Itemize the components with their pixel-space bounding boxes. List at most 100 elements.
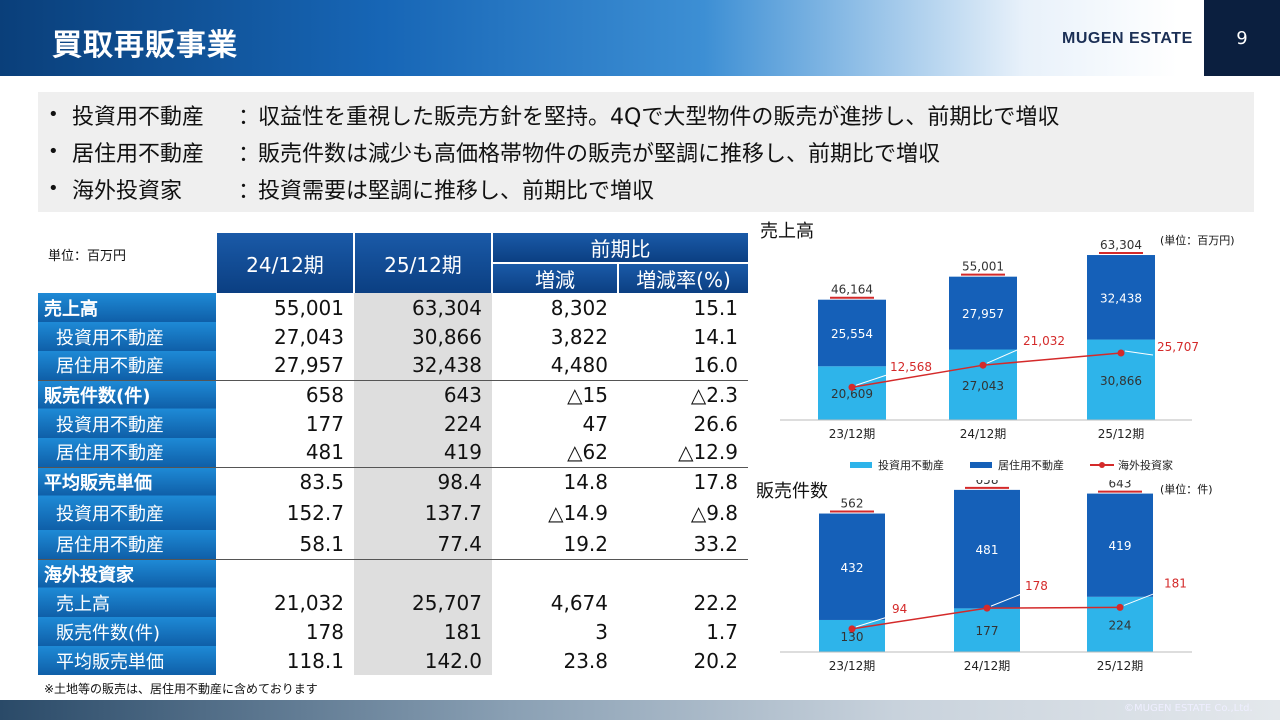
row-label: 居住用不動産: [38, 351, 216, 380]
table-row: 投資用不動産 152.7 137.7 △14.9 △9.8: [38, 496, 748, 530]
header-rate: 増減率(%): [617, 262, 748, 293]
header-yoy: 前期比: [491, 233, 748, 263]
cell-diff: 3: [595, 619, 608, 644]
bullet-dot-icon: •: [48, 178, 59, 199]
bullet-item: • 海外投資家 ： 投資需要は堅調に推移し、前期比で増収: [48, 170, 1254, 207]
cell-rate: △9.8: [690, 501, 738, 525]
bar-residential: [1087, 255, 1155, 340]
cell-25: 32,438: [354, 351, 492, 380]
count-chart: 130 432 562 23/12期 177 481 658 24/12期 224 419 643 2…: [780, 480, 1192, 673]
label-investment: 177: [976, 624, 999, 638]
table-row: 販売件数(件) 658 643 △15 △2.3: [38, 379, 748, 409]
table-row: 海外投資家: [38, 558, 748, 588]
row-label: 投資用不動産: [38, 496, 216, 530]
row-label: 居住用不動産: [38, 530, 216, 559]
bullet-colon: ：: [238, 104, 261, 130]
legend-label: 海外投資家: [1118, 458, 1173, 472]
brand-logo: MUGEN ESTATE: [1062, 30, 1193, 47]
chart-unit-sales: (単位：百万円): [1160, 234, 1235, 247]
bullet-text: 販売件数は減少も高価格帯物件の販売が堅調に推移し、前期比で増収: [258, 141, 941, 167]
bar-residential: [818, 299, 886, 367]
overseas-leader: [855, 616, 889, 628]
cell-24: 152.7: [286, 501, 344, 525]
label-total: 63,304: [1100, 238, 1142, 252]
bar-residential: [1087, 493, 1153, 597]
bar-investment: [818, 366, 886, 420]
cell-25: 224: [354, 409, 492, 438]
row-label: 投資用不動産: [38, 409, 216, 438]
label-investment: 20,609: [831, 387, 873, 401]
cell-25: 181: [354, 617, 492, 646]
overseas-leader: [855, 374, 887, 386]
cell-24: 83.5: [216, 466, 354, 496]
cell-diff: 4,480: [550, 353, 608, 378]
row-label: 平均販売単価: [38, 646, 216, 675]
label-overseas: 25,707: [1157, 340, 1199, 354]
bar-investment: [949, 349, 1017, 420]
cell-24: 58.1: [299, 532, 344, 557]
category-label: 24/12期: [964, 659, 1011, 673]
label-residential: 25,554: [831, 327, 873, 341]
bullet-category: 投資用不動産: [72, 104, 205, 130]
header-bar: 買取再販事業 MUGEN ESTATE 9: [0, 0, 1280, 76]
row-label: 海外投資家: [38, 558, 216, 588]
category-label: 24/12期: [960, 427, 1007, 441]
category-label: 25/12期: [1097, 659, 1144, 673]
label-total: 46,164: [831, 283, 873, 297]
footer-bar: [0, 700, 1280, 720]
cell-rate: 15.1: [693, 295, 738, 320]
table-row: 売上高 21,032 25,707 4,674 22.2: [38, 588, 748, 617]
label-total: 643: [1109, 480, 1132, 491]
cell-24: [216, 558, 354, 588]
legend-swatch: [850, 462, 872, 468]
cell-diff: 4,674: [550, 590, 608, 615]
overseas-leader: [1124, 350, 1154, 356]
overseas-point: [848, 625, 856, 633]
cell-24: 21,032: [274, 590, 344, 615]
overseas-point: [1117, 349, 1125, 357]
label-total: 562: [841, 497, 864, 511]
cell-diff: △62: [567, 440, 608, 465]
legend-label: 投資用不動産: [878, 458, 944, 472]
bar-residential: [949, 276, 1017, 350]
legend-swatch: [970, 462, 992, 468]
cell-rate: △12.9: [678, 440, 738, 465]
overseas-point: [979, 361, 987, 369]
cell-rate: 33.2: [693, 532, 738, 557]
table-row: 投資用不動産 177 224 47 26.6: [38, 409, 748, 438]
category-label: 23/12期: [829, 427, 876, 441]
cell-25: [354, 558, 492, 588]
cell-rate: 14.1: [693, 324, 738, 349]
cell-25: 30,866: [354, 322, 492, 351]
summary-box: • 投資用不動産 ： 収益性を重視した販売方針を堅持。4Qで大型物件の販売が進捗…: [38, 92, 1254, 212]
row-label: 販売件数(件): [38, 617, 216, 646]
table-row: 販売件数(件) 178 181 3 1.7: [38, 617, 748, 646]
cell-diff: 23.8: [563, 648, 608, 673]
cell-rate: 22.2: [693, 590, 738, 615]
overseas-point: [1116, 603, 1124, 611]
cell-diff: △15: [492, 379, 618, 409]
cell-24: 118.1: [286, 648, 344, 673]
label-investment: 224: [1109, 618, 1132, 632]
cell-25: 77.4: [354, 530, 492, 559]
cell-24: 27,957: [274, 353, 344, 378]
header-diff: 増減: [491, 262, 618, 293]
label-residential: 27,957: [962, 307, 1004, 321]
cell-rate: 26.6: [693, 411, 738, 436]
bullet-category: 居住用不動産: [72, 141, 205, 167]
overseas-point: [848, 383, 856, 391]
bullet-text: 収益性を重視した販売方針を堅持。4Qで大型物件の販売が進捗し、前期比で増収: [258, 104, 1060, 130]
chart-unit-count: (単位：件): [1160, 483, 1213, 496]
page-number: 9: [1204, 0, 1280, 76]
cell-25: 419: [354, 438, 492, 467]
label-residential: 432: [841, 561, 864, 575]
row-label: 投資用不動産: [38, 322, 216, 351]
table-row: 平均販売単価 118.1 142.0 23.8 20.2: [38, 646, 748, 675]
label-overseas: 21,032: [1023, 334, 1065, 348]
category-label: 25/12期: [1098, 427, 1145, 441]
cell-diff: 3,822: [550, 324, 608, 349]
cell-diff: 8,302: [550, 295, 608, 320]
label-investment: 27,043: [962, 379, 1004, 393]
header-25-12: 25/12期: [353, 233, 492, 293]
label-residential: 481: [976, 543, 999, 557]
